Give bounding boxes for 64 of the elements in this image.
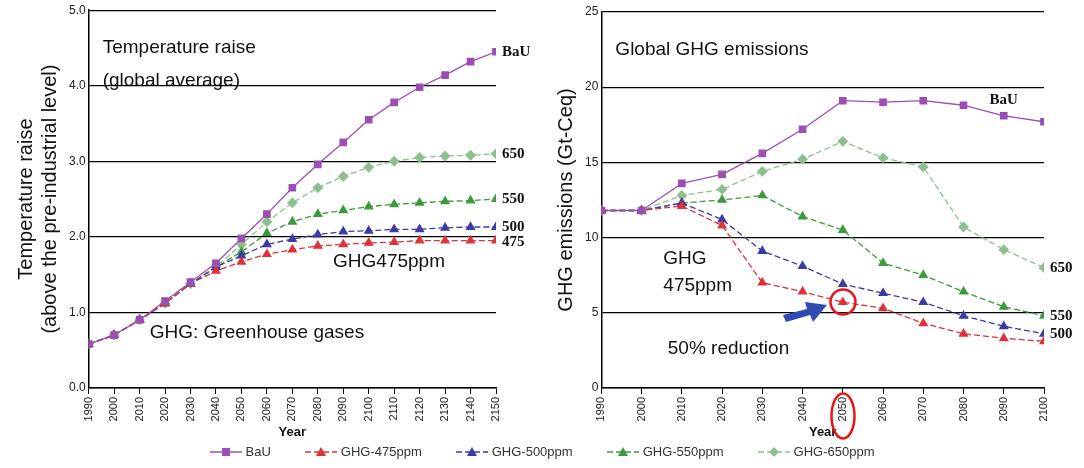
y-tick-label: 25 xyxy=(584,4,599,19)
x-tick-label: 2100 xyxy=(361,396,374,422)
text: Global GHG emissions xyxy=(615,37,809,59)
x-tick-label: 2050 xyxy=(234,396,247,422)
x-tick-label: 2070 xyxy=(916,396,929,422)
x-tick-label: 2030 xyxy=(755,396,768,422)
annotation: 550 xyxy=(502,189,525,206)
x-tick-label: 2130 xyxy=(438,396,451,422)
y-tick-label: 1.0 xyxy=(68,304,86,319)
x-tick-label: 2150 xyxy=(489,396,502,422)
x-tick-label: 2000 xyxy=(634,396,647,422)
annotation: 550 xyxy=(1050,306,1073,323)
x-tick-label: 1990 xyxy=(81,396,94,422)
legend-label: BaU xyxy=(245,444,271,459)
annotation: 50% reduction xyxy=(667,336,790,358)
x-tick-label: 2140 xyxy=(463,396,476,422)
x-tick-label: 1990 xyxy=(594,396,607,422)
x-tick-label: 2010 xyxy=(674,396,687,422)
x-tick-label: 2090 xyxy=(336,396,349,422)
y-tick-label: 3.0 xyxy=(68,153,86,168)
x-tick-label: 2020 xyxy=(715,396,728,422)
annotation: BaU xyxy=(989,91,1019,108)
x-tick-label: 2120 xyxy=(412,396,425,422)
x-tick-label: 2070 xyxy=(285,396,298,422)
x-tick-label: 2100 xyxy=(1037,396,1050,422)
x-tick-label: 2060 xyxy=(259,396,272,422)
x-tick-label: 2030 xyxy=(183,396,196,422)
y-tick-label: 15 xyxy=(584,154,599,169)
y-tick-label: 2.0 xyxy=(68,229,86,244)
y-tick-label: 20 xyxy=(584,79,599,94)
y-tick-label: 0.0 xyxy=(68,380,86,395)
y-axis-title: GHG emissions (Gt-Ceq) xyxy=(553,88,576,312)
legend-label: GHG-500ppm xyxy=(491,444,573,459)
x-tick-label: 2060 xyxy=(876,396,889,422)
annotation: 650 xyxy=(502,144,525,161)
annotation: BaU xyxy=(502,42,531,59)
legend-label: GHG-650ppm xyxy=(793,444,875,459)
x-tick-label: 2090 xyxy=(996,396,1009,422)
x-tick-label: 2110 xyxy=(387,396,400,421)
y-tick-label: 5 xyxy=(591,305,599,320)
annotation: 500 xyxy=(502,217,525,234)
x-tick-label: 2080 xyxy=(956,396,969,422)
y-tick-label: 5.0 xyxy=(68,2,86,17)
annotation: 475 xyxy=(502,232,525,249)
x-tick-label: 2050 xyxy=(835,396,848,422)
annotation: GHG475ppm xyxy=(333,249,446,271)
legend-label: GHG-550ppm xyxy=(642,444,724,459)
text: Temperature raise (global average) xyxy=(102,35,256,90)
x-tick-label: 2000 xyxy=(107,396,120,422)
x-tick-label: 2040 xyxy=(209,396,221,422)
y-axis-title: Temperature raise (above the pre-industrial level) xyxy=(13,64,60,334)
x-tick-label: 2040 xyxy=(795,396,808,422)
x-axis-title: Year xyxy=(278,423,307,439)
annotation: GHG: Greenhouse gases xyxy=(149,321,365,343)
annotation: 500 xyxy=(1050,324,1073,341)
x-tick-label: 2080 xyxy=(310,396,323,422)
y-tick-label: 0 xyxy=(591,380,599,395)
annotation: 650 xyxy=(1050,258,1073,275)
legend-label: GHG-475ppm xyxy=(340,444,422,459)
annotation: GHG 475ppm xyxy=(663,246,732,295)
x-tick-label: 2010 xyxy=(132,396,145,422)
y-tick-label: 4.0 xyxy=(68,78,86,93)
x-tick-label: 2020 xyxy=(158,396,171,422)
y-tick-label: 10 xyxy=(584,229,599,244)
